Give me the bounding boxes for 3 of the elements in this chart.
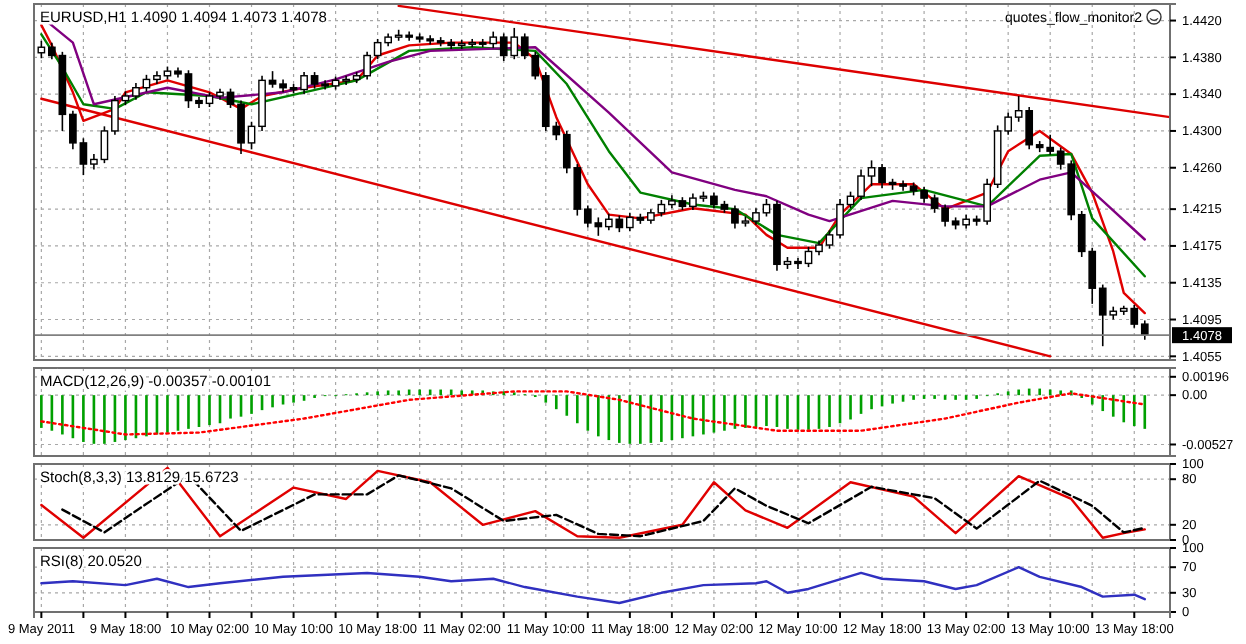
line-series [40,566,1146,605]
line-series [40,33,1146,278]
line-series [40,390,1146,436]
